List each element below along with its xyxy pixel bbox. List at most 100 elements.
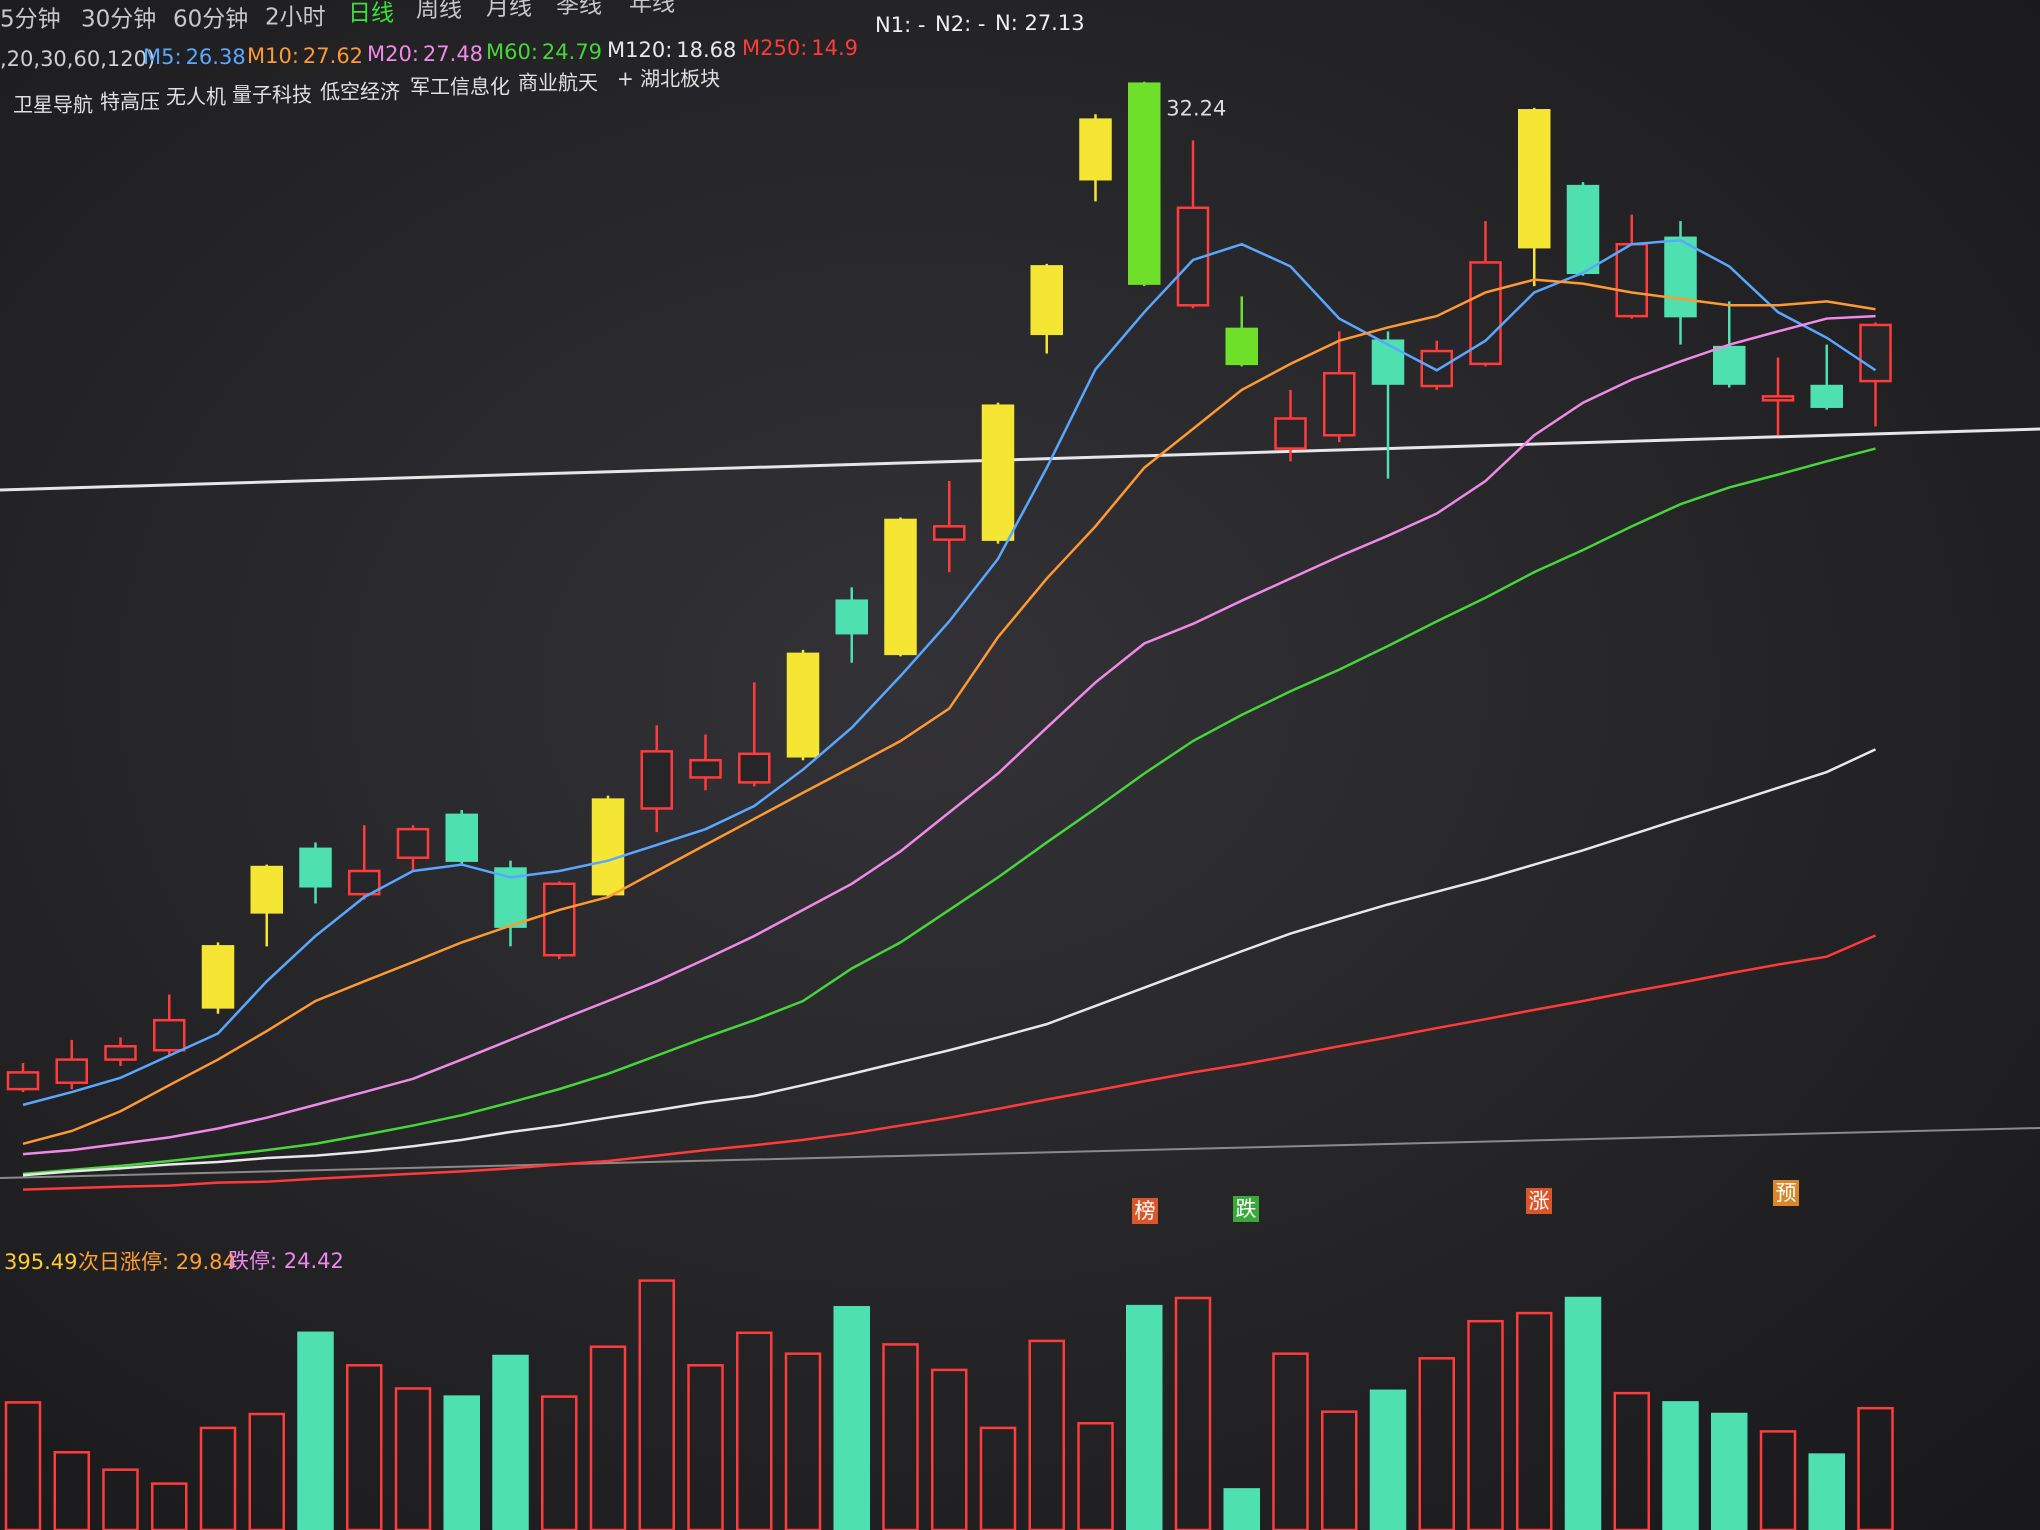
candle-body [1128, 82, 1161, 285]
candle-body [201, 945, 235, 1009]
period-tab[interactable]: 季线 [556, 0, 602, 19]
tag[interactable]: 量子科技 [232, 83, 312, 107]
limit-up: 次日涨停: 29.84 [78, 1250, 236, 1274]
volume-bar [346, 1364, 383, 1530]
tag[interactable]: 无人机 [166, 85, 226, 109]
volume-bar [882, 1343, 919, 1530]
marker[interactable]: 预 [1776, 1181, 1797, 1205]
candle-body [348, 869, 381, 896]
legend-value: 27.62 [303, 44, 363, 68]
concept-tags: 卫星导航 特高压 无人机 量子科技 低空经济 军工信息化 商业航天 + 湖北板块 [13, 67, 720, 117]
candle-body [1713, 345, 1746, 385]
legend-name: M60: [486, 40, 538, 64]
volume-bar [248, 1412, 285, 1530]
indicator: N: 27.13 [995, 11, 1085, 35]
volume-bar [443, 1395, 480, 1530]
volume-bar [1126, 1304, 1163, 1530]
candle-body [1518, 109, 1551, 249]
volume-bar [833, 1306, 870, 1530]
volume-bar [1077, 1422, 1114, 1530]
candle-body [1225, 327, 1258, 366]
ma-line [22, 278, 1876, 1145]
legend-value: 18.68 [676, 38, 736, 62]
ma-params: ,20,30,60,120) [0, 47, 155, 71]
period-tab[interactable]: 年线 [629, 0, 675, 17]
volume-bar [1028, 1339, 1065, 1530]
period-tab[interactable]: 30分钟 [81, 7, 156, 33]
volume-bar [1369, 1389, 1407, 1530]
plot: 32.24 [4, 81, 1894, 1530]
volume-bar [979, 1426, 1017, 1530]
volume-bar [1662, 1401, 1699, 1530]
candle-body [1615, 242, 1648, 318]
ma-line [22, 239, 1877, 1107]
candle-body [884, 518, 917, 656]
volume-bar [297, 1331, 334, 1530]
candle-body [1030, 265, 1063, 336]
legend-value: 26.38 [186, 45, 246, 69]
legend-name: M250: [742, 36, 807, 60]
candle-body [786, 652, 820, 758]
candle-body [299, 847, 332, 888]
marker-badge [1773, 1180, 1799, 1206]
candle-body [250, 865, 283, 914]
candle-body [153, 1018, 186, 1052]
volume-bar [492, 1354, 529, 1530]
candle-body [1566, 184, 1600, 275]
legend-name: M120: [607, 38, 672, 62]
volume-bar [1272, 1352, 1309, 1530]
legend-name: M20: [367, 42, 419, 66]
marker[interactable]: 榜 [1135, 1199, 1156, 1223]
period-toolbar: 5分钟 30分钟 60分钟 2小时 日线 周线 月线 季线 年线 [0, 0, 675, 33]
marker[interactable]: 涨 [1529, 1189, 1550, 1213]
period-tab[interactable]: 周线 [416, 0, 462, 23]
candle-body [738, 752, 771, 784]
legend-value: 24.79 [542, 40, 602, 64]
candle-body [396, 827, 430, 859]
period-tab[interactable]: 2小时 [265, 5, 326, 31]
candle-body [1371, 339, 1405, 385]
candle-body [445, 813, 478, 862]
marker[interactable]: 跌 [1236, 1197, 1257, 1221]
limit-down: 跌停: 24.42 [228, 1249, 344, 1273]
volume-value: 395.49 [4, 1250, 77, 1274]
volume-bar [784, 1352, 822, 1530]
volume-bar [1564, 1296, 1602, 1530]
panel-separator [0, 1127, 2040, 1179]
indicator: N2: - [935, 12, 985, 36]
tag[interactable]: 低空经济 [320, 80, 400, 104]
volume-bar [1613, 1391, 1650, 1530]
volume-bar [1711, 1412, 1748, 1530]
volume-bar [199, 1426, 237, 1530]
ma-line [22, 314, 1876, 1156]
candle-body [1761, 395, 1795, 402]
candle-body [835, 599, 868, 635]
volume-bar [1321, 1410, 1358, 1530]
period-tab[interactable]: 月线 [486, 0, 532, 21]
volume-bar [53, 1451, 90, 1530]
volume-bar [102, 1468, 139, 1530]
tag[interactable]: 商业航天 [518, 71, 598, 95]
tag[interactable]: 卫星导航 [13, 93, 93, 117]
candle-body [1664, 236, 1697, 318]
legend-value: 27.48 [423, 42, 483, 66]
volume-bar [931, 1368, 968, 1530]
period-tab[interactable]: 60分钟 [173, 7, 248, 33]
marker-badge [1233, 1196, 1259, 1222]
legend-name: M10: [247, 44, 299, 68]
candle-body [1420, 349, 1453, 388]
tag[interactable]: 军工信息化 [410, 75, 510, 99]
period-tab-active[interactable]: 日线 [348, 1, 394, 27]
candle-body [55, 1058, 88, 1084]
tag[interactable]: + 湖北板块 [617, 67, 720, 91]
tag[interactable]: 特高压 [100, 90, 160, 114]
candle-body [689, 758, 722, 779]
candle-body [591, 798, 625, 896]
volume-bar [1223, 1488, 1260, 1530]
volume-bar [1759, 1430, 1797, 1530]
volume-legend: 395.49 次日涨停: 29.84 跌停: 24.42 [4, 1249, 344, 1274]
period-tab[interactable]: 5分钟 [0, 7, 61, 33]
